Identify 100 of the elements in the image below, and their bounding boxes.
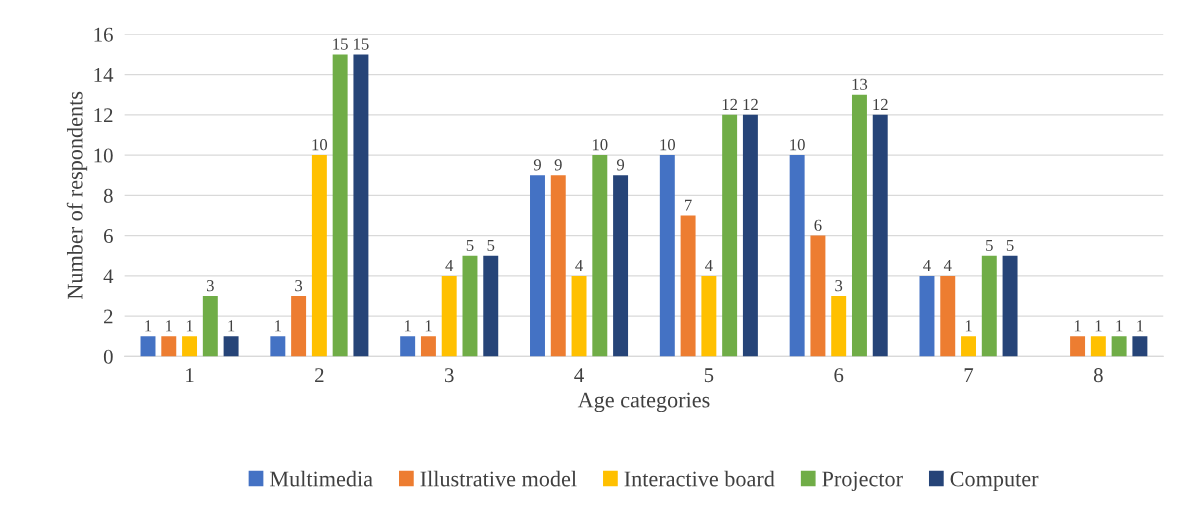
bar (441, 275, 457, 357)
data-label: 10 (312, 139, 328, 151)
bar (530, 175, 545, 357)
data-label: 1 (1137, 320, 1144, 332)
data-label: 5 (986, 239, 993, 251)
x-tick-label: 2 (315, 368, 324, 382)
bar (202, 296, 218, 357)
x-tick-label: 7 (964, 368, 974, 382)
bar (831, 296, 847, 357)
bar (940, 275, 956, 357)
y-tick-label: 4 (103, 269, 114, 284)
y-tick-label: 12 (94, 108, 113, 123)
data-label: 3 (206, 280, 214, 292)
bar (1002, 255, 1018, 357)
data-label: 12 (743, 98, 758, 110)
bar (659, 155, 675, 357)
data-label: 4 (705, 259, 713, 271)
data-label: 1 (228, 320, 235, 332)
data-label: 15 (333, 38, 348, 50)
bar (462, 255, 478, 357)
bar (1132, 336, 1148, 357)
data-label: 10 (790, 139, 805, 151)
bar (742, 114, 758, 357)
data-label: 7 (685, 199, 692, 211)
bar (140, 336, 156, 357)
data-label: 1 (275, 320, 281, 332)
data-label: 1 (965, 320, 972, 332)
bar (680, 215, 696, 357)
bar (353, 54, 369, 357)
data-label: 12 (722, 98, 738, 110)
data-label: 3 (295, 280, 303, 292)
data-label: 1 (425, 320, 432, 332)
data-label: 9 (616, 159, 625, 171)
bar (722, 114, 738, 357)
bar (872, 114, 888, 357)
data-label: 6 (814, 219, 822, 231)
y-axis-title: Number of respondents (66, 91, 88, 300)
y-tick-label: 0 (103, 349, 113, 364)
data-label: 13 (852, 78, 868, 90)
data-label: 1 (186, 320, 193, 332)
x-axis-title: Age categories (577, 392, 710, 413)
legend-label: Projector (822, 471, 903, 491)
bar (291, 296, 307, 357)
data-label: 10 (660, 139, 676, 151)
y-tick-label: 10 (94, 148, 113, 163)
data-label: 5 (466, 239, 474, 251)
data-label: 15 (354, 38, 369, 50)
bar (701, 275, 717, 357)
bar (483, 255, 499, 357)
x-tick-label: 1 (186, 368, 194, 382)
bar (1070, 336, 1086, 357)
data-label: 4 (943, 259, 952, 271)
bar (789, 155, 805, 357)
data-label: 4 (923, 259, 931, 271)
bar (613, 175, 629, 357)
y-tick-label: 8 (103, 188, 113, 203)
data-label: 1 (1116, 320, 1123, 332)
data-label: 4 (445, 259, 454, 271)
legend-label: Computer (950, 471, 1039, 491)
data-label: 1 (1074, 320, 1081, 332)
bar (161, 336, 177, 357)
bar (571, 275, 587, 357)
data-label: 5 (487, 239, 495, 251)
data-label: 9 (533, 159, 541, 171)
bar (223, 336, 239, 357)
bar (270, 336, 286, 357)
data-label: 9 (554, 159, 562, 171)
x-tick-label: 6 (834, 368, 844, 383)
bar (919, 275, 935, 357)
legend-label: Illustrative model (420, 470, 577, 487)
bar (851, 94, 867, 357)
data-label: 1 (145, 320, 152, 332)
bar (961, 336, 976, 357)
y-tick-label: 14 (94, 68, 114, 82)
bar (810, 235, 826, 357)
y-tick-label: 16 (94, 27, 113, 42)
legend-label: Multimedia (269, 470, 373, 487)
data-label: 1 (404, 320, 411, 332)
data-label: 1 (166, 320, 172, 332)
x-tick-label: 8 (1093, 368, 1103, 383)
x-tick-label: 3 (444, 368, 454, 383)
bar (981, 255, 997, 357)
x-tick-label: 5 (704, 368, 714, 383)
legend-label: Interactive board (624, 470, 775, 487)
y-tick-label: 2 (104, 309, 113, 324)
data-label: 3 (835, 280, 843, 292)
data-label: 10 (592, 139, 608, 151)
bar (550, 175, 566, 357)
bar (420, 336, 436, 357)
data-label: 1 (1095, 320, 1102, 332)
data-label: 5 (1006, 239, 1014, 251)
data-label: 12 (873, 98, 888, 110)
bar (332, 54, 348, 357)
data-label: 4 (575, 259, 583, 271)
bar (182, 336, 198, 357)
y-tick-label: 6 (104, 229, 113, 244)
bar (1111, 336, 1127, 357)
bar (1090, 336, 1106, 357)
bar (311, 155, 327, 357)
x-tick-label: 4 (574, 368, 584, 382)
